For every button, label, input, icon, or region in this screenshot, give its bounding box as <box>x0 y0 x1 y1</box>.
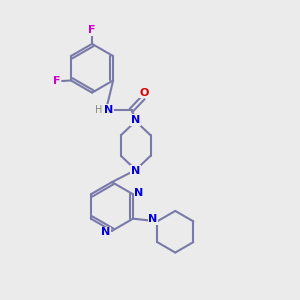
Text: N: N <box>148 214 158 224</box>
Text: N: N <box>104 105 113 115</box>
Text: N: N <box>131 115 140 125</box>
Text: F: F <box>53 76 61 86</box>
Text: N: N <box>131 166 140 176</box>
Text: N: N <box>134 188 144 198</box>
Text: O: O <box>140 88 149 98</box>
Text: N: N <box>101 227 111 237</box>
Text: F: F <box>88 25 96 35</box>
Text: H: H <box>95 105 102 115</box>
